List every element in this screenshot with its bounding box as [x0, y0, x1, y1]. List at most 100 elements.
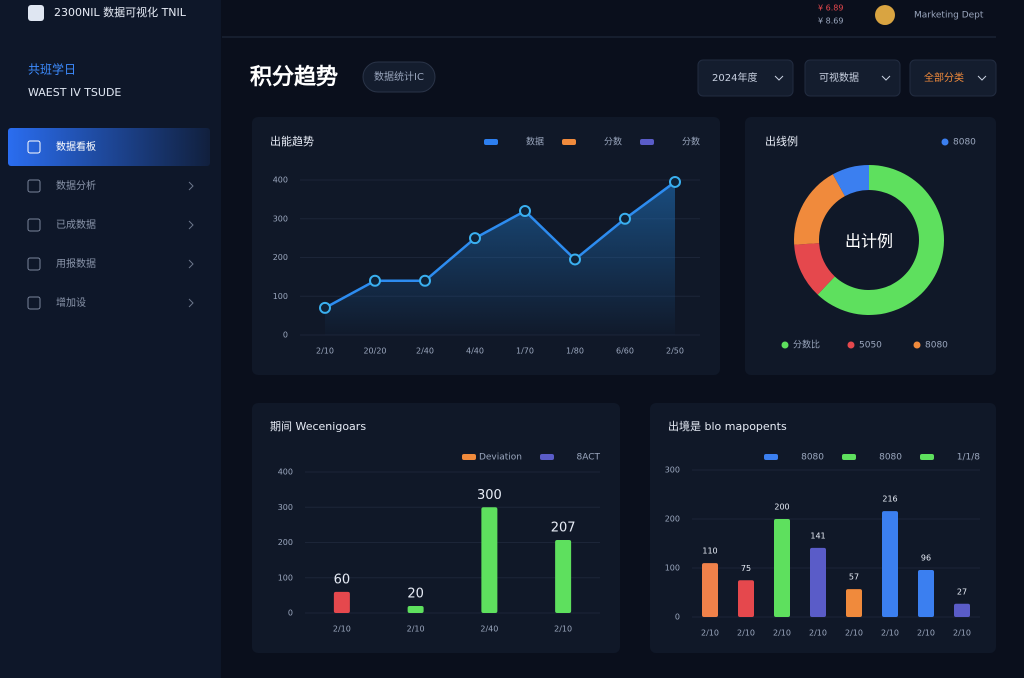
y-tick-label: 200	[665, 515, 680, 524]
donut-segment[interactable]	[794, 243, 835, 295]
y-tick-label: 300	[665, 466, 680, 475]
point[interactable]	[569, 253, 581, 266]
y-tick-label: 400	[273, 176, 288, 185]
point[interactable]	[419, 274, 431, 287]
menu-icon	[27, 257, 41, 271]
filter[interactable]	[804, 59, 901, 97]
bar[interactable]	[333, 591, 350, 613]
menu-icon	[27, 179, 41, 193]
filter-label[interactable]: 2024年度	[712, 71, 757, 84]
bar[interactable]	[407, 605, 424, 613]
menu-arrow	[188, 181, 194, 191]
filter-label[interactable]: 可视数据	[819, 71, 859, 84]
bar[interactable]	[774, 519, 790, 617]
value-label: 60	[334, 572, 351, 587]
x-tick-label: 1/80	[566, 347, 584, 356]
menu-item[interactable]: 数据看板	[56, 140, 96, 153]
x-tick-label: 2/40	[416, 347, 434, 356]
menu-arrow	[188, 298, 194, 308]
notice: ¥ 8.69	[818, 17, 843, 26]
legend-swatch	[941, 138, 949, 146]
filter-chevron	[977, 75, 987, 81]
legend-label: 分数	[682, 136, 700, 148]
donut-segment[interactable]	[817, 165, 945, 315]
user-name[interactable]: Marketing Dept	[914, 11, 984, 21]
legend-swatch	[764, 454, 778, 460]
legend-swatch	[484, 139, 498, 145]
x-tick-label: 20/20	[363, 347, 386, 356]
x-tick-label: 2/10	[773, 629, 791, 638]
x-tick-label: 2/40	[480, 625, 498, 634]
legend-swatch	[540, 454, 554, 460]
y-tick-label: 400	[278, 468, 293, 477]
donut-segment[interactable]	[794, 174, 845, 245]
menu-item[interactable]: 数据分析	[56, 179, 96, 192]
y-tick-label: 0	[675, 613, 680, 622]
point[interactable]	[669, 175, 681, 188]
bar[interactable]	[954, 603, 970, 617]
x-tick-label: 2/10	[809, 629, 827, 638]
bar[interactable]	[882, 511, 898, 617]
chart-title: 出能趋势	[270, 134, 314, 148]
x-tick-label: 1/70	[516, 347, 534, 356]
x-tick-label: 2/10	[917, 629, 935, 638]
y-tick-label: 200	[273, 253, 288, 262]
menu-icon	[27, 218, 41, 232]
section-subtitle: WAEST IV TSUDE	[28, 86, 121, 99]
legend-label: 8080	[879, 453, 902, 463]
legend-label: 8080	[925, 341, 948, 351]
x-tick-label: 2/10	[845, 629, 863, 638]
bar[interactable]	[481, 507, 498, 613]
menu-item[interactable]: 增加设	[56, 296, 86, 309]
x-tick-label: 4/40	[466, 347, 484, 356]
y-tick-label: 100	[665, 564, 680, 573]
y-tick-label: 300	[278, 503, 293, 512]
bar[interactable]	[702, 563, 718, 617]
chart-title: 期间 Wecenigoars	[270, 420, 366, 433]
card	[252, 403, 620, 653]
point[interactable]	[369, 274, 381, 287]
point[interactable]	[319, 301, 331, 314]
bar[interactable]	[555, 540, 572, 613]
donut-segment[interactable]	[832, 165, 869, 197]
bar[interactable]	[846, 589, 862, 617]
sidebar	[0, 0, 221, 678]
menu-arrow	[188, 259, 194, 269]
filter-label[interactable]: 全部分类	[924, 71, 964, 84]
filter[interactable]	[697, 59, 794, 97]
y-tick-label: 0	[283, 331, 288, 340]
x-tick-label: 2/10	[953, 629, 971, 638]
point[interactable]	[469, 232, 481, 245]
bar[interactable]	[918, 569, 934, 617]
value-label: 96	[921, 553, 931, 562]
value-label: 110	[702, 547, 717, 556]
value-label: 75	[741, 564, 751, 573]
legend-swatch	[842, 454, 856, 460]
badge-text[interactable]: 数据统计IC	[374, 70, 424, 83]
y-tick-label: 100	[278, 573, 293, 582]
avatar[interactable]	[875, 5, 895, 25]
badge[interactable]	[362, 61, 436, 93]
legend-label: 8ACT	[576, 453, 600, 463]
y-tick-label: 300	[273, 214, 288, 223]
menu-item[interactable]: 用报数据	[56, 257, 96, 270]
legend-swatch	[562, 139, 576, 145]
line	[324, 180, 676, 309]
bar[interactable]	[810, 547, 826, 617]
x-tick-label: 2/10	[333, 625, 351, 634]
filter[interactable]	[909, 59, 997, 97]
menu-active[interactable]	[8, 128, 210, 166]
menu-icon	[27, 296, 41, 310]
x-tick-label: 2/50	[666, 347, 684, 356]
x-tick-label: 2/10	[407, 625, 425, 634]
menu-item[interactable]: 已成数据	[56, 218, 96, 231]
x-tick-label: 2/10	[554, 625, 572, 634]
legend-swatch	[920, 454, 934, 460]
bar[interactable]	[738, 580, 754, 617]
notice: ¥ 6.89	[818, 4, 843, 13]
point[interactable]	[619, 212, 631, 225]
point[interactable]	[519, 205, 531, 217]
legend-swatch	[913, 341, 921, 349]
card	[650, 403, 996, 653]
menu-icon	[27, 140, 41, 154]
